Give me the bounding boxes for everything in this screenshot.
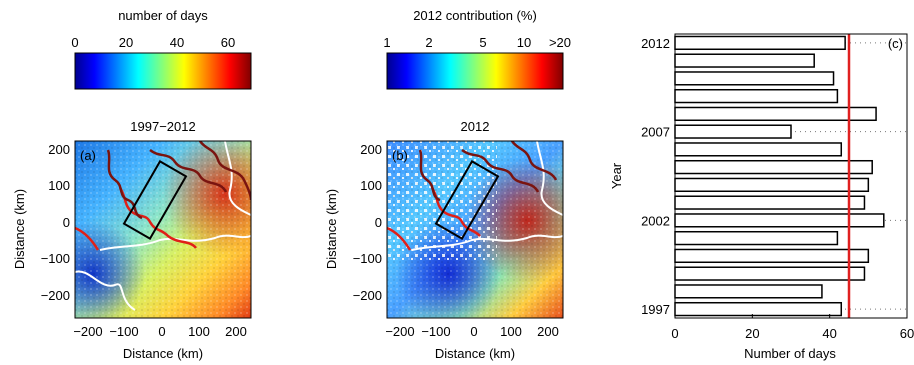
bar-chart-ytick-label: 2007	[641, 125, 670, 140]
map-a-ytick-label: 100	[48, 178, 70, 193]
bar-1997	[674, 301, 843, 317]
map-a-yticks: 200 100 0 −100 −200	[41, 142, 70, 303]
map-b-xtick-label: 0	[470, 324, 477, 339]
bar-2002	[674, 213, 885, 228]
colorbar-days-title: number of days	[118, 8, 208, 23]
map-a-xtick-label: −200	[73, 324, 102, 339]
map-a-xtick-label: 200	[225, 324, 247, 339]
map-b-ytick-label: 100	[360, 178, 382, 193]
map-b-xtick-label: 100	[500, 324, 522, 339]
map-a-xlabel: Distance (km)	[123, 346, 203, 361]
map-a-white-contour	[75, 141, 251, 311]
bar-2005	[674, 159, 873, 175]
bar-chart-frame	[674, 33, 908, 319]
bar-2003	[674, 195, 866, 210]
bar-chart-panel-c: 1997 2002 2007 2012 0 20 40 60 (c) Number of d…	[609, 33, 914, 361]
map-b-frame	[386, 140, 564, 319]
colorbar-days-tick-label: 0	[71, 35, 78, 50]
bar-chart-panel-label: (c)	[888, 36, 903, 51]
map-b-darkred-contour	[418, 141, 558, 202]
bar-chart-yticks: 1997 2002 2007 2012	[641, 36, 670, 317]
colorbar-days-tick-label: 20	[119, 35, 133, 50]
map-b-xlabel: Distance (km)	[435, 346, 515, 361]
bar-2004	[674, 177, 870, 193]
map-a-study-box	[122, 159, 188, 241]
map-a-xtick-label: −100	[109, 324, 138, 339]
map-a-ytick-label: 0	[63, 215, 70, 230]
colorbar-days-gradient	[74, 52, 252, 90]
map-a-ytick-label: 200	[48, 142, 70, 157]
colorbar-days-tick-label: 60	[221, 35, 235, 50]
colorbar-contribution-tick-label: 10	[517, 35, 531, 50]
map-panel-b: 2012 (b) 200 100 0 −100 −200 −200 −100 0…	[324, 119, 564, 361]
bar-2006	[674, 142, 843, 157]
map-b-ytick-label: −200	[353, 288, 382, 303]
colorbar-contribution: 2012 contribution (%) 1 2 5 10 >20	[383, 8, 571, 90]
bar-1999	[674, 266, 866, 281]
map-a-frame	[74, 140, 252, 319]
bar-chart-ylabel: Year	[609, 162, 624, 189]
map-a-xticks: −200 −100 0 100 200	[73, 324, 247, 339]
colorbar-days: number of days 0 20 40 60	[71, 8, 252, 90]
bar-1998	[674, 284, 823, 299]
map-b-heatmap	[387, 141, 563, 318]
map-b-xtick-label: −200	[385, 324, 414, 339]
bar-2001	[674, 230, 839, 246]
map-a-panel-label: (a)	[80, 148, 96, 163]
bar-chart-ytick-label: 1997	[641, 302, 670, 317]
map-b-xticks: −200 −100 0 100 200	[385, 324, 559, 339]
bar-chart-xlabel: Number of days	[744, 346, 836, 361]
bar-chart-bars	[674, 35, 885, 317]
colorbar-contribution-gradient	[386, 52, 564, 90]
bar-chart-ytick-label: 2012	[641, 36, 670, 51]
map-a-title: 1997−2012	[130, 119, 195, 134]
bar-2012	[674, 35, 846, 51]
bar-2000	[674, 248, 870, 264]
map-a-ylabel: Distance (km)	[12, 189, 27, 269]
map-b-panel-label: (b)	[392, 148, 408, 163]
bar-chart-xtick-label: 0	[671, 326, 678, 341]
bar-2007	[674, 124, 792, 139]
bar-chart-xtick-label: 20	[745, 326, 759, 341]
map-b-xtick-label: 200	[537, 324, 559, 339]
map-b-red-contour	[387, 187, 481, 251]
map-b-study-box	[434, 159, 500, 241]
colorbar-contribution-tick-label: >20	[549, 35, 571, 50]
bar-chart-xtick-label: 60	[900, 326, 914, 341]
bar-chart-ytick-label: 2002	[641, 213, 670, 228]
colorbar-contribution-tick-label: 1	[383, 35, 390, 50]
bar-chart-xticks: 0 20 40 60	[671, 314, 914, 341]
bar-2009	[674, 88, 839, 104]
map-b-xtick-label: −100	[421, 324, 450, 339]
map-a-darkred-contour	[106, 141, 251, 220]
bar-2011	[674, 53, 815, 68]
colorbar-days-tick-label: 40	[170, 35, 184, 50]
map-b-white-contour	[411, 141, 563, 251]
map-a-heatmap	[75, 141, 251, 318]
map-b-ytick-label: 0	[375, 215, 382, 230]
bar-2008	[674, 106, 877, 122]
map-b-ylabel: Distance (km)	[324, 189, 339, 269]
map-a-ytick-label: −200	[41, 288, 70, 303]
colorbar-contribution-tick-label: 5	[479, 35, 486, 50]
map-a-xtick-label: 0	[158, 324, 165, 339]
map-a-red-contour	[75, 187, 197, 251]
bar-chart-xtick-label: 40	[822, 326, 836, 341]
map-b-ytick-label: −100	[353, 251, 382, 266]
map-b-title: 2012	[461, 119, 490, 134]
map-b-yticks: 200 100 0 −100 −200	[353, 142, 382, 303]
colorbar-contribution-title: 2012 contribution (%)	[413, 8, 537, 23]
map-b-ytick-label: 200	[360, 142, 382, 157]
map-a-xtick-label: 100	[188, 324, 210, 339]
bar-2010	[674, 71, 835, 86]
map-a-ytick-label: −100	[41, 251, 70, 266]
map-panel-a: 1997−2012 (a) 200 100 0 −100 −200 −200 −…	[12, 119, 252, 361]
colorbar-contribution-tick-label: 2	[425, 35, 432, 50]
